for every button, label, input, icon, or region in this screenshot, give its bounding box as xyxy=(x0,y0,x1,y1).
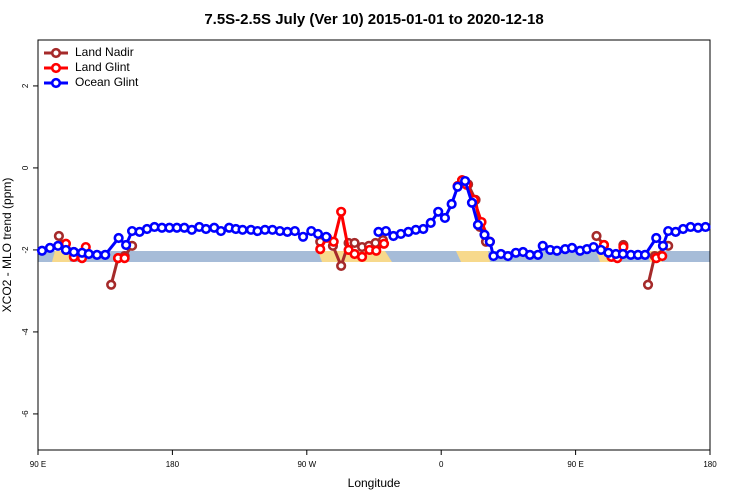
land-strip xyxy=(456,251,490,262)
data-point xyxy=(472,219,484,231)
x-tick-label: 90 W xyxy=(297,460,316,469)
plot-frame xyxy=(37,39,711,451)
data-point xyxy=(591,230,602,242)
data-point xyxy=(524,249,536,260)
y-tick-label: 0 xyxy=(21,165,30,170)
data-point xyxy=(83,248,94,260)
data-point xyxy=(439,212,451,224)
y-tick-label: 2 xyxy=(21,83,30,88)
data-point xyxy=(532,249,544,260)
data-point xyxy=(484,236,495,247)
x-tick-label: 90 E xyxy=(567,460,583,469)
legend-marker xyxy=(50,47,62,59)
data-point xyxy=(466,197,478,208)
y-tick-label: -6 xyxy=(21,410,30,418)
data-point xyxy=(639,249,651,260)
data-point xyxy=(44,242,56,253)
data-point xyxy=(566,242,578,253)
data-point xyxy=(119,253,130,264)
data-point xyxy=(349,237,360,249)
data-point xyxy=(297,231,309,242)
data-point xyxy=(479,229,490,240)
data-point xyxy=(52,240,64,251)
legend-marker xyxy=(50,62,62,74)
y-axis-label: XCO2 - MLO trend (ppm) xyxy=(0,178,14,313)
data-point xyxy=(651,232,662,244)
data-point xyxy=(215,225,227,237)
data-point xyxy=(537,240,548,251)
data-point xyxy=(336,260,347,272)
x-tick-label: 90 E xyxy=(30,460,46,469)
data-point xyxy=(459,175,471,187)
data-point xyxy=(380,225,392,237)
y-tick-label: -2 xyxy=(21,246,30,254)
data-point xyxy=(336,206,347,217)
data-point xyxy=(91,249,103,260)
x-tick-label: 0 xyxy=(439,460,444,469)
data-point xyxy=(237,224,248,235)
data-point xyxy=(113,232,124,244)
data-point xyxy=(551,245,563,256)
data-point xyxy=(378,238,390,249)
x-tick-label: 180 xyxy=(166,460,180,469)
data-point xyxy=(106,279,117,290)
data-point xyxy=(356,251,368,262)
data-point xyxy=(657,240,669,251)
data-point xyxy=(452,181,463,192)
data-point xyxy=(312,228,324,240)
data-point xyxy=(502,250,514,262)
data-point xyxy=(617,248,629,260)
chart-title: 7.5S-2.5S July (Ver 10) 2015-01-01 to 20… xyxy=(204,11,543,28)
x-axis-label: Longitude xyxy=(348,476,401,490)
data-point xyxy=(700,221,711,233)
data-point xyxy=(657,250,668,262)
legend-marker xyxy=(50,77,62,89)
data-point xyxy=(328,236,339,247)
legend-label: Land Glint xyxy=(75,60,130,74)
data-point xyxy=(200,223,212,235)
data-point xyxy=(642,279,654,290)
data-point xyxy=(418,223,429,235)
data-point xyxy=(121,239,132,251)
x-tick-label: 180 xyxy=(703,460,717,469)
data-point xyxy=(289,225,300,237)
legend-label: Land Nadir xyxy=(75,45,134,59)
data-point xyxy=(315,244,326,255)
data-point xyxy=(100,249,111,260)
data-point xyxy=(321,231,332,242)
y-tick-label: -4 xyxy=(21,328,30,336)
data-point xyxy=(68,246,79,258)
data-point xyxy=(53,230,65,242)
data-point xyxy=(36,245,48,256)
data-point xyxy=(371,245,382,256)
data-point xyxy=(60,244,72,256)
data-point xyxy=(433,206,444,217)
legend-label: Ocean Glint xyxy=(75,75,139,89)
data-point xyxy=(425,217,436,228)
data-point xyxy=(446,198,457,210)
